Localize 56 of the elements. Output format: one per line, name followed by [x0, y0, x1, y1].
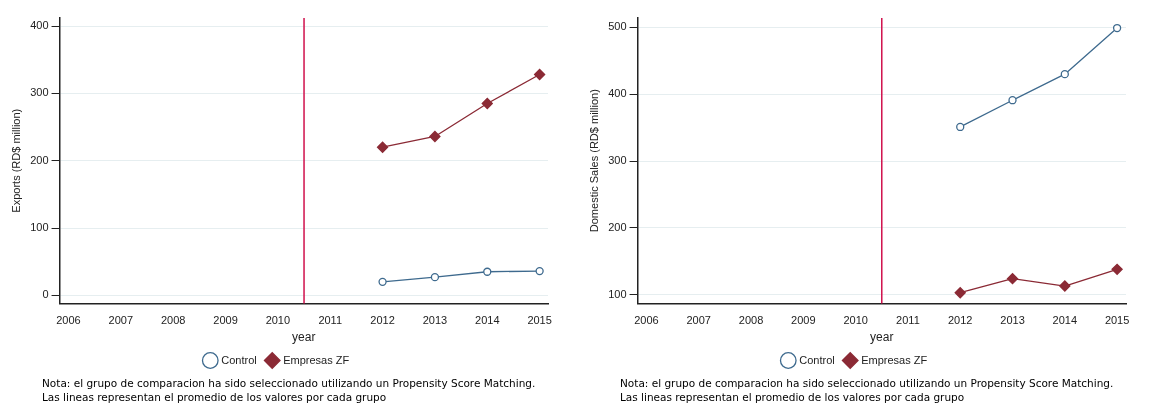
- y-tick-label: 200: [30, 153, 49, 166]
- point: [1112, 23, 1122, 33]
- x-tick-label: 2007: [686, 314, 711, 327]
- y-tick-label: 300: [30, 86, 49, 99]
- x-tick-label: 2014: [1052, 314, 1078, 327]
- point: [1059, 280, 1071, 292]
- point: [376, 141, 389, 153]
- x-tick-label: 2009: [213, 314, 238, 327]
- x-tick-label: 2008: [738, 314, 764, 327]
- point: [954, 287, 966, 299]
- y-tick-label: 300: [608, 154, 627, 167]
- x-tick-label: 2012: [947, 314, 973, 327]
- x-axis-title: year: [870, 330, 894, 345]
- x-tick-label: 2012: [370, 314, 395, 327]
- point: [429, 130, 441, 143]
- legend-label: Empresas ZF: [283, 353, 350, 366]
- point: [378, 277, 387, 287]
- y-tick-label: 0: [42, 288, 49, 301]
- text: Nota: el grupo de comparacion ha sido seleccionado utilizando un Propensity Score Matching. Las lineas representan el promedio de los valores por cada grupo: [619, 376, 1115, 404]
- point: [956, 122, 965, 132]
- point: [1006, 273, 1019, 285]
- y-axis-title: Domestic Sales (RD$ million): [587, 89, 600, 233]
- x-tick-label: 2015: [1104, 314, 1130, 327]
- y-tick-label: 400: [608, 87, 627, 100]
- x-tick-label: 2009: [791, 314, 816, 327]
- x-tick-label: 2013: [422, 314, 448, 327]
- point: [1008, 96, 1017, 105]
- x-axis-title: year: [292, 330, 316, 345]
- point: [481, 97, 493, 110]
- x-tick-label: 2008: [160, 314, 186, 327]
- y-tick-label: 500: [608, 20, 627, 33]
- point: [483, 267, 492, 276]
- point: [430, 273, 440, 282]
- x-tick-label: 2010: [843, 314, 868, 327]
- x-tick-label: 2006: [56, 314, 81, 327]
- y-axis-title: Exports (RD$ million): [9, 108, 22, 213]
- x-tick-label: 2013: [1000, 314, 1025, 327]
- x-tick-label: 2014: [475, 314, 500, 327]
- x-tick-label: 2007: [108, 314, 134, 327]
- y-tick-label: 100: [30, 221, 49, 234]
- point: [533, 68, 546, 81]
- legend-label: Control: [799, 353, 835, 366]
- x-tick-label: 2015: [527, 314, 552, 327]
- y-tick-label: 400: [30, 19, 49, 32]
- y-tick-label: 100: [608, 287, 627, 300]
- legend-label: Control: [221, 353, 257, 366]
- point: [1111, 263, 1123, 275]
- x-tick-label: 2010: [265, 314, 291, 327]
- text: Nota: el grupo de comparacion ha sido seleccionado utilizando un Propensity Score Matching. Las lineas representan el promedio de los valores por cada grupo: [41, 376, 537, 404]
- legend-label: Empresas ZF: [861, 353, 928, 366]
- x-tick-label: 2006: [634, 314, 659, 327]
- y-tick-label: 200: [608, 220, 627, 233]
- x-tick-label: 2011: [896, 314, 920, 327]
- point: [535, 266, 544, 276]
- point: [1060, 69, 1069, 79]
- x-tick-label: 2011: [318, 314, 343, 327]
